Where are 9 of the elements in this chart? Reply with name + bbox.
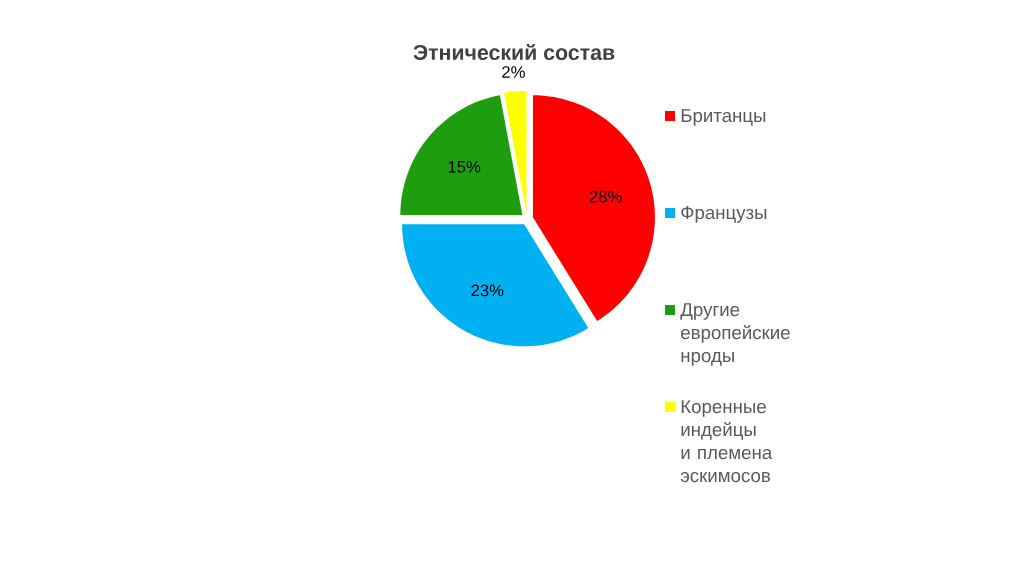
data-label: 28% bbox=[589, 190, 622, 203]
legend-label: Другие европейские нроды bbox=[680, 303, 790, 366]
chart-title: Этнический состав bbox=[413, 43, 615, 61]
data-label: 15% bbox=[448, 160, 481, 173]
legend-label: Коренные индейцы и племена эскимосов bbox=[680, 400, 773, 483]
data-label: 2% bbox=[502, 66, 525, 78]
data-label: 23% bbox=[471, 284, 504, 297]
legend-label: Британцы bbox=[681, 109, 766, 126]
legend-label: Французы bbox=[681, 206, 767, 223]
